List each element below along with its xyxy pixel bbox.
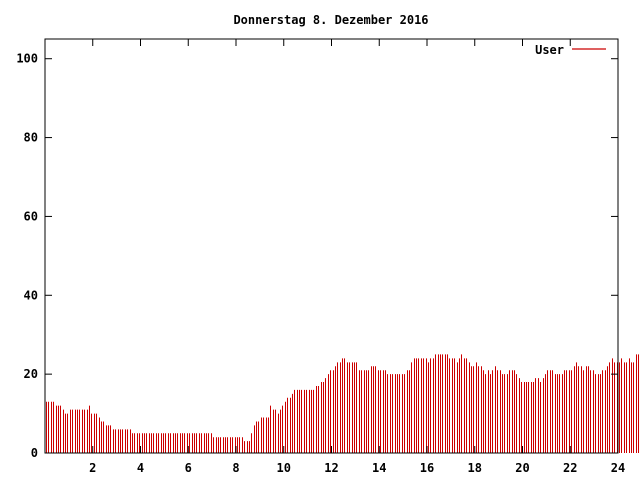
y-tick-label: 80	[24, 131, 38, 145]
x-tick-label: 14	[372, 461, 386, 475]
plot-frame	[44, 38, 619, 454]
x-tick-label: 18	[468, 461, 482, 475]
y-tick-label: 40	[24, 288, 38, 302]
axis-ticks	[45, 39, 619, 454]
x-tick-label: 16	[420, 461, 434, 475]
y-tick-label: 60	[24, 209, 38, 223]
chart-title: Donnerstag 8. Dezember 2016	[233, 13, 428, 27]
legend: User	[535, 43, 606, 57]
x-tick-label: 10	[277, 461, 291, 475]
x-tick-label: 20	[515, 461, 529, 475]
bar-series-user	[46, 354, 639, 453]
y-tick-label: 100	[16, 52, 38, 66]
x-tick-label: 24	[611, 461, 625, 475]
y-tick-label: 20	[24, 367, 38, 381]
y-tick-label: 0	[31, 446, 38, 460]
legend-label-user: User	[535, 43, 564, 57]
x-tick-label: 12	[324, 461, 338, 475]
x-tick-label: 8	[232, 461, 239, 475]
x-axis-tick-labels: 2 4 6 8 10 12 14 16 18 20 22 24	[89, 461, 625, 475]
x-tick-label: 2	[89, 461, 96, 475]
x-tick-label: 22	[563, 461, 577, 475]
x-tick-label: 4	[137, 461, 144, 475]
x-tick-label: 6	[185, 461, 192, 475]
y-axis-tick-labels: 0 20 40 60 80 100	[16, 52, 38, 460]
